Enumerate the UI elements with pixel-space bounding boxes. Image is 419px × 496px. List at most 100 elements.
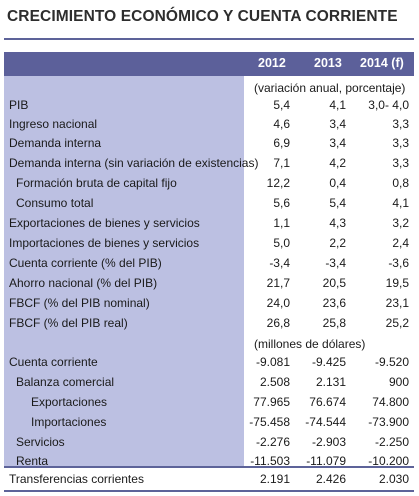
cell-2014: -10.200 [368, 454, 409, 468]
table-row: Importaciones -75.458 -74.544 -73.900 [0, 413, 419, 432]
row-label: Ahorro nacional (% del PIB) [9, 276, 158, 290]
bottom-rule [4, 490, 414, 492]
cell-2012: 21,7 [266, 276, 290, 290]
table-row: FBCF (% del PIB real) 26,8 25,8 25,2 [0, 314, 419, 333]
column-header-2013: 2013 [314, 56, 342, 70]
cell-2012: -9.081 [255, 355, 290, 369]
cell-2012: 5,4 [273, 98, 290, 112]
cell-2012: 5,0 [273, 236, 290, 250]
row-label: FBCF (% del PIB nominal) [9, 296, 150, 310]
cell-2014: 3,3 [392, 136, 409, 150]
cell-2012: 12,2 [266, 176, 290, 190]
unit-note-millions: (millones de dólares) [254, 337, 366, 351]
unit-note-growth: (variación anual, porcentaje) [254, 81, 406, 95]
cell-2014: 23,1 [385, 296, 409, 310]
column-header-2014: 2014 (f) [360, 56, 404, 70]
row-label: Consumo total [16, 196, 94, 210]
cell-2013: -9.425 [311, 355, 346, 369]
cell-2012: 2.191 [259, 472, 290, 486]
cell-2013: -74.544 [305, 415, 346, 429]
cell-2014: 74.800 [372, 395, 409, 409]
cell-2014: -73.900 [368, 415, 409, 429]
cell-2014: -2.250 [374, 435, 409, 449]
table-row: PIB 5,4 4,1 3,0- 4,0 [0, 96, 419, 115]
cell-2013: -3,4 [325, 256, 346, 270]
cell-2014: 3,3 [392, 156, 409, 170]
table-row: Cuenta corriente (% del PIB) -3,4 -3,4 -… [0, 254, 419, 273]
table-row: Ahorro nacional (% del PIB) 21,7 20,5 19… [0, 274, 419, 293]
row-label: Balanza comercial [16, 375, 115, 389]
cell-2013: 20,5 [322, 276, 346, 290]
cell-2012: 6,9 [273, 136, 290, 150]
cell-2014: 3,0- 4,0 [368, 98, 409, 112]
cell-2013: 23,6 [322, 296, 346, 310]
row-label: Importaciones [31, 415, 107, 429]
cell-2014: 19,5 [385, 276, 409, 290]
cell-2013: 4,1 [329, 98, 346, 112]
row-label: Servicios [16, 435, 65, 449]
table-title: CRECIMIENTO ECONÓMICO Y CUENTA CORRIENTE [7, 8, 398, 25]
table-row: Servicios -2.276 -2.903 -2.250 [0, 433, 419, 452]
cell-2013: -11.079 [306, 454, 346, 468]
cell-2014: 900 [388, 375, 409, 389]
cell-2014: -9.520 [374, 355, 409, 369]
row-label: Formación bruta de capital fijo [16, 176, 177, 190]
table-header: 2012 2013 2014 (f) [4, 52, 414, 76]
cell-2014: 2,4 [392, 236, 409, 250]
separator-rule [4, 466, 414, 468]
cell-2013: 3,4 [329, 136, 346, 150]
cell-2013: 4,2 [329, 156, 346, 170]
cell-2012: -11.503 [250, 454, 290, 468]
table-row: Consumo total 5,6 5,4 4,1 [0, 194, 419, 213]
cell-2012: 24,0 [266, 296, 290, 310]
label-column-background [4, 76, 244, 466]
cell-2012: 4,6 [273, 117, 290, 131]
cell-2012: 2.508 [259, 375, 290, 389]
table-row: FBCF (% del PIB nominal) 24,0 23,6 23,1 [0, 294, 419, 313]
row-label: Demanda interna (sin variación de existe… [9, 156, 259, 170]
cell-2014: 3,3 [392, 117, 409, 131]
table-row: Exportaciones de bienes y servicios 1,1 … [0, 214, 419, 233]
row-label: FBCF (% del PIB real) [9, 316, 128, 330]
title-rule [4, 38, 414, 40]
table-row: Demanda interna (sin variación de existe… [0, 154, 419, 173]
table-row: Demanda interna 6,9 3,4 3,3 [0, 134, 419, 153]
table-row: Renta -11.503 -11.079 -10.200 [0, 452, 419, 471]
row-label: Transferencias corrientes [9, 472, 144, 486]
row-label: Exportaciones [31, 395, 108, 409]
row-label: Importaciones de bienes y servicios [9, 236, 200, 250]
cell-2013: 4,3 [329, 216, 346, 230]
cell-2014: -3,6 [388, 256, 409, 270]
cell-2012: 5,6 [273, 196, 290, 210]
table-row: Ingreso nacional 4,6 3,4 3,3 [0, 115, 419, 134]
cell-2013: -2.903 [311, 435, 346, 449]
cell-2012: 77.965 [253, 395, 290, 409]
cell-2014: 4,1 [392, 196, 409, 210]
row-label: Ingreso nacional [9, 117, 98, 131]
cell-2012: 7,1 [273, 156, 290, 170]
cell-2014: 0,8 [392, 176, 409, 190]
row-label: Cuenta corriente [9, 355, 98, 369]
row-label: PIB [9, 98, 29, 112]
cell-2012: 26,8 [266, 316, 290, 330]
table-row: Balanza comercial 2.508 2.131 900 [0, 373, 419, 392]
cell-2012: 1,1 [273, 216, 290, 230]
table-row: Formación bruta de capital fijo 12,2 0,4… [0, 174, 419, 193]
table-row: Cuenta corriente -9.081 -9.425 -9.520 [0, 353, 419, 372]
cell-2013: 5,4 [329, 196, 346, 210]
cell-2012: -75.458 [249, 415, 290, 429]
cell-2013: 0,4 [329, 176, 346, 190]
cell-2013: 3,4 [329, 117, 346, 131]
cell-2013: 2.131 [315, 375, 346, 389]
cell-2013: 2.426 [315, 472, 346, 486]
cell-2014: 2.030 [378, 472, 409, 486]
cell-2013: 2,2 [329, 236, 346, 250]
row-label: Exportaciones de bienes y servicios [9, 216, 200, 230]
cell-2012: -3,4 [269, 256, 290, 270]
cell-2014: 25,2 [385, 316, 409, 330]
table-row: Transferencias corrientes 2.191 2.426 2.… [0, 470, 419, 489]
row-label: Demanda interna [9, 136, 102, 150]
cell-2014: 3,2 [392, 216, 409, 230]
cell-2013: 76.674 [309, 395, 346, 409]
cell-2013: 25,8 [322, 316, 346, 330]
